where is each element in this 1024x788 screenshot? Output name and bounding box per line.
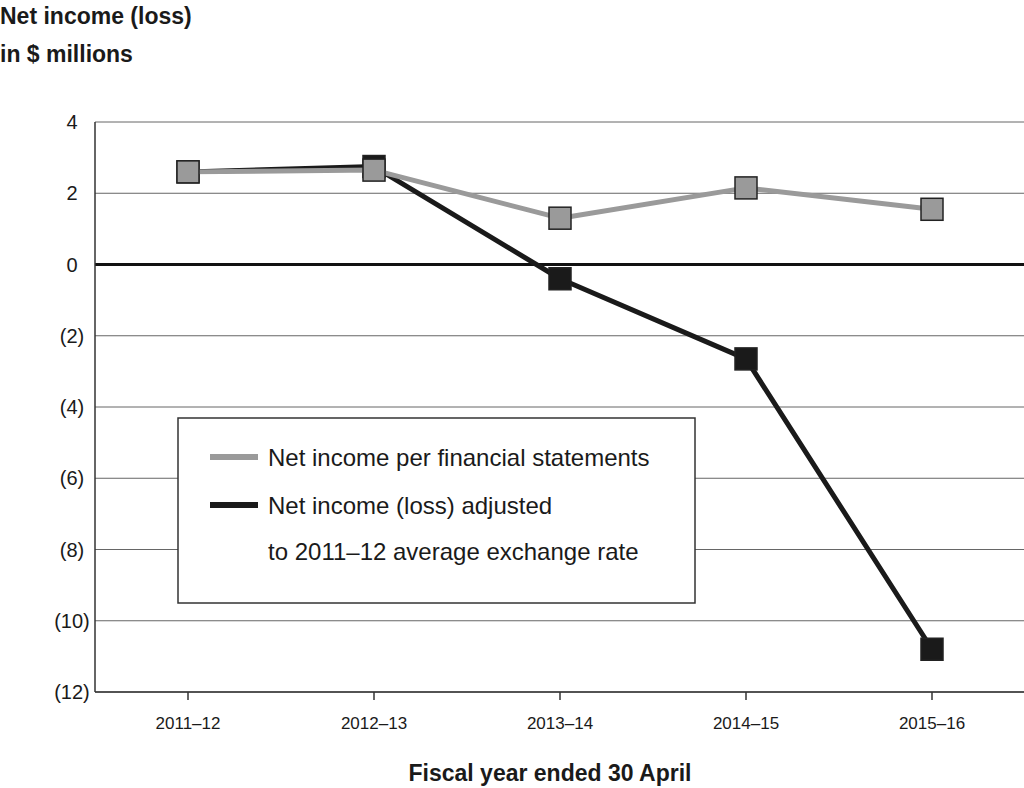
series-marker	[735, 177, 757, 199]
x-tick	[187, 692, 189, 700]
y-tick-label: 0	[66, 254, 77, 276]
zero-line	[95, 263, 1024, 266]
x-tick	[745, 692, 747, 700]
x-tick-label: 2015–16	[899, 714, 965, 733]
legend-swatch	[210, 502, 258, 508]
x-tick	[373, 692, 375, 700]
series-marker	[363, 159, 385, 181]
grid-line	[95, 407, 1024, 408]
grid-line	[95, 122, 1024, 123]
series-marker	[921, 638, 943, 660]
legend-label-line: Net income (loss) adjusted	[268, 492, 552, 519]
chart: Net income (loss) in $ millions 4 2 0 (2) (4) (…	[0, 0, 1024, 788]
x-tick	[931, 692, 933, 700]
series-marker	[177, 161, 199, 183]
grid-line	[95, 620, 1024, 621]
y-tick-label: (2)	[60, 325, 84, 347]
legend-swatch	[210, 454, 258, 460]
x-tick-label: 2011–12	[156, 714, 221, 733]
series-marker	[177, 161, 199, 183]
y-tick-label: (4)	[60, 396, 84, 418]
series-marker	[921, 198, 943, 220]
x-tick	[559, 692, 561, 700]
legend-box	[178, 418, 695, 603]
legend-label-line: to 2011–12 average exchange rate	[268, 538, 639, 565]
series-marker	[735, 348, 757, 370]
y-tick-label: (12)	[54, 681, 90, 703]
y-tick-label: (10)	[54, 610, 90, 632]
grid	[95, 122, 1024, 692]
legend-label: Net income per financial statements	[268, 444, 650, 471]
x-tick-label: 2013–14	[527, 714, 593, 733]
series-marker	[549, 268, 571, 290]
y-tick-label: (8)	[60, 539, 84, 561]
y-axis-title: in $ millions	[0, 41, 133, 67]
legend: Net income per financial statements Net i…	[178, 418, 695, 603]
y-axis-title: Net income (loss)	[0, 3, 192, 29]
series-marker	[549, 207, 571, 229]
y-axis-line	[94, 122, 96, 692]
x-axis-title: Fiscal year ended 30 April	[409, 760, 692, 786]
legend-label-line: Net income per financial statements	[268, 444, 650, 471]
grid-line	[95, 335, 1024, 336]
y-tick-label: 2	[66, 182, 77, 204]
y-tick-label: (6)	[60, 467, 84, 489]
legend-label: Net income (loss) adjusted to 2011–12 ave…	[268, 492, 639, 565]
y-tick-label: 4	[66, 111, 77, 133]
data-area	[177, 156, 943, 661]
x-tick-label: 2014–15	[713, 714, 779, 733]
x-tick-label: 2012–13	[341, 714, 407, 733]
grid-line	[95, 193, 1024, 194]
